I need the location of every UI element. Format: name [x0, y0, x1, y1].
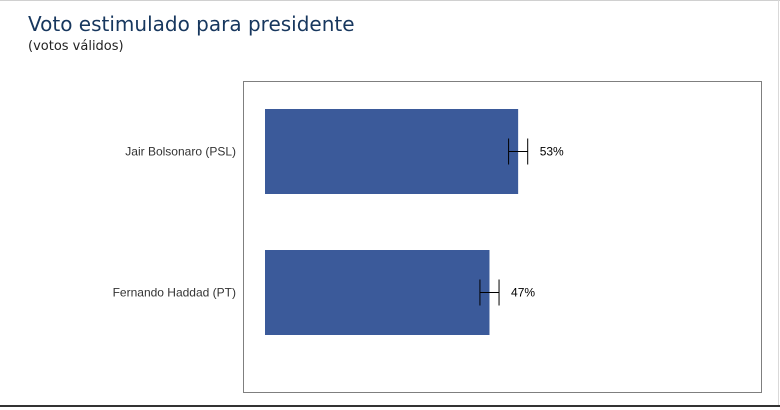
- frame-bottom-line: [0, 405, 780, 407]
- chart-title: Voto estimulado para presidente: [28, 12, 355, 36]
- value-label: 53%: [540, 145, 564, 159]
- bar-1: [265, 109, 519, 194]
- bar-2: [265, 250, 490, 335]
- frame-right-line: [778, 0, 779, 406]
- category-label: Fernando Haddad (PT): [113, 286, 236, 300]
- value-label: 47%: [511, 286, 535, 300]
- chart-subtitle: (votos válidos): [28, 39, 124, 54]
- frame-top-line: [0, 0, 780, 1]
- category-label: Jair Bolsonaro (PSL): [125, 145, 236, 159]
